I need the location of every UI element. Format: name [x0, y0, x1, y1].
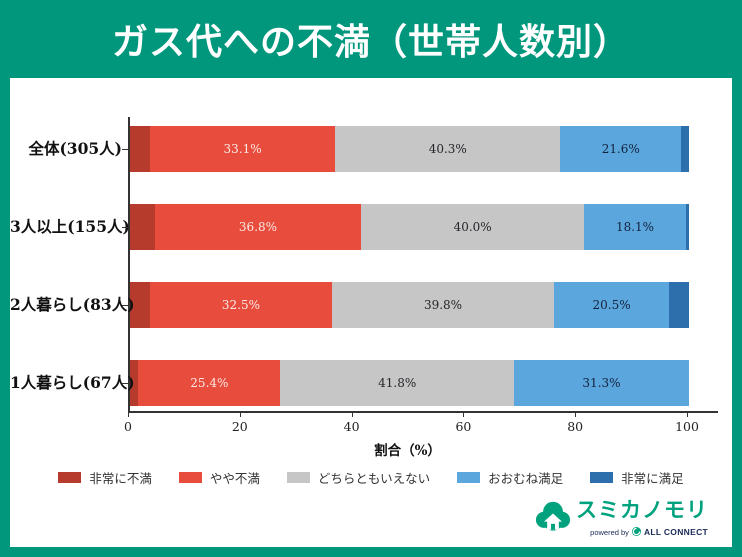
bar-segment: 40.3% [335, 126, 561, 172]
bar-segment [130, 282, 151, 328]
legend-item: 非常に満足 [590, 468, 684, 487]
x-tick-mark [128, 411, 129, 417]
legend-swatch [58, 472, 82, 483]
bar-value-label: 18.1% [615, 220, 655, 234]
x-axis [128, 411, 718, 413]
bar-segment [130, 126, 151, 172]
bar-segment: 36.8% [155, 204, 361, 250]
allconnect-icon [631, 523, 641, 541]
legend-label: 非常に不満 [89, 471, 152, 486]
bar-segment: 40.0% [360, 204, 585, 250]
x-tick-label: 0 [124, 419, 132, 434]
plot-area: 33.1% 40.3% 21.6% 36.8% 40.0% 18.1% 32.5% 39.8%… [128, 117, 689, 411]
bar-value-label: 39.8% [423, 298, 463, 312]
bar-segment [685, 204, 689, 250]
x-tick-mark [239, 411, 241, 417]
company-name: ALL CONNECT [643, 527, 708, 537]
legend-swatch [590, 472, 614, 483]
powered-row: powered by ALL CONNECT [590, 523, 708, 541]
bar-value-label: 33.1% [223, 142, 262, 156]
bar-segment: 31.3% [514, 360, 689, 406]
x-axis-title: 割合（%） [374, 443, 441, 459]
bar-row: 25.4% 41.8% 31.3% [130, 360, 689, 406]
bar-row: 33.1% 40.3% 21.6% [130, 126, 689, 172]
x-tick-label: 80 [567, 419, 584, 434]
bar-value-label: 25.4% [190, 376, 229, 390]
x-tick-mark [687, 411, 688, 417]
bar-segment [130, 204, 156, 250]
legend-swatch [178, 472, 202, 483]
legend-swatch [286, 472, 310, 483]
x-tick-mark [463, 411, 465, 417]
y-tick [122, 149, 128, 150]
category-label: 2人暮らし(83人) [10, 295, 135, 314]
title-banner: ガス代への不満（世帯人数別） [0, 0, 742, 78]
legend-label: おおむね満足 [488, 471, 564, 486]
powered-by-label: powered by [590, 527, 629, 537]
bar-segment [681, 126, 689, 172]
bar-segment: 21.6% [560, 126, 682, 172]
bar-segment: 33.1% [150, 126, 336, 172]
bar-value-label: 21.6% [601, 142, 640, 156]
bar-segment: 41.8% [280, 360, 515, 406]
bar-value-label: 36.8% [238, 220, 278, 234]
bar-segment: 39.8% [331, 282, 555, 328]
tree-house-icon [535, 500, 571, 541]
legend-item: 非常に不満 [58, 468, 152, 487]
brand-name: スミカノモリ [576, 498, 708, 522]
x-tick-label: 20 [231, 419, 248, 434]
legend-label: 非常に満足 [621, 471, 684, 486]
bar-row: 36.8% 40.0% 18.1% [130, 204, 689, 250]
bar-segment [668, 282, 689, 328]
bar-segment [130, 360, 139, 406]
bar-row: 32.5% 39.8% 20.5% [130, 282, 689, 328]
bar-segment: 20.5% [554, 282, 669, 328]
bar-segment: 25.4% [138, 360, 281, 406]
x-tick-label: 40 [343, 419, 360, 434]
legend: 非常に不満 やや不満 どちらともいえない おおむね満足 非常に満足 [10, 468, 732, 487]
x-tick-mark [575, 411, 577, 417]
bar-value-label: 40.3% [428, 142, 467, 156]
legend-item: どちらともいえない [286, 468, 431, 487]
category-label: 1人暮らし(67人) [10, 373, 135, 392]
footer-logo: スミカノモリ powered by ALL CONNECT [535, 498, 708, 541]
chart-panel: 33.1% 40.3% 21.6% 36.8% 40.0% 18.1% 32.5% 39.8%… [10, 78, 732, 547]
bar-value-label: 32.5% [221, 298, 260, 312]
legend-item: やや不満 [178, 468, 260, 487]
legend-swatch [457, 472, 481, 483]
page-title: ガス代への不満（世帯人数別） [111, 21, 630, 63]
x-tick-label: 60 [455, 419, 472, 434]
legend-label: どちらともいえない [317, 471, 431, 486]
bar-value-label: 40.0% [453, 220, 492, 234]
x-tick-mark [351, 411, 353, 417]
x-tick-label: 100 [675, 419, 699, 434]
category-label: 全体(305人) [28, 139, 122, 158]
bar-segment: 18.1% [584, 204, 686, 250]
y-tick [122, 305, 128, 306]
bar-value-label: 31.3% [582, 376, 621, 390]
bar-value-label: 41.8% [378, 376, 417, 390]
bar-segment: 32.5% [150, 282, 332, 328]
y-tick [122, 383, 128, 384]
legend-label: やや不満 [209, 471, 260, 486]
category-label: 3人以上(155人) [10, 217, 130, 236]
logo-texts: スミカノモリ powered by ALL CONNECT [576, 498, 708, 541]
legend-item: おおむね満足 [457, 468, 563, 487]
bar-value-label: 20.5% [592, 298, 631, 312]
y-tick [122, 227, 128, 228]
